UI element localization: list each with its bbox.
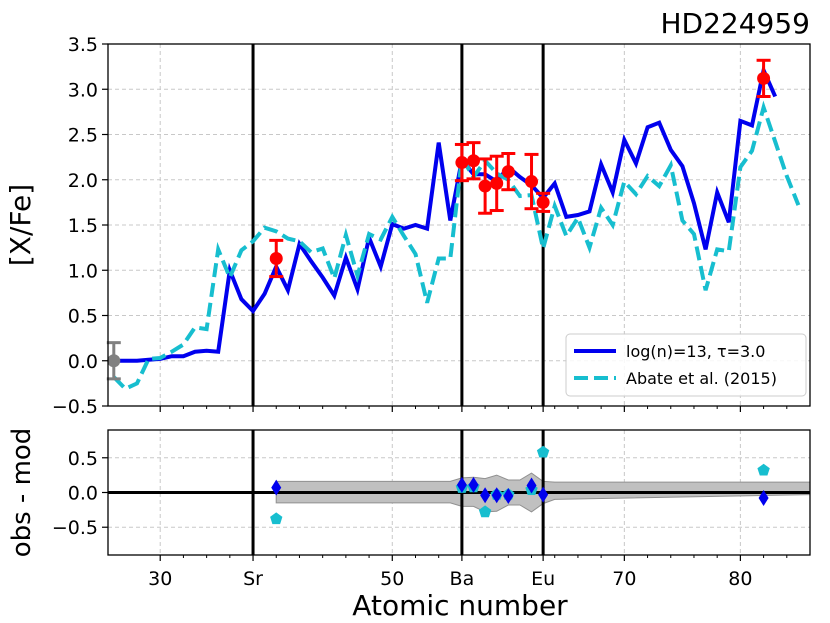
model-residual-marker bbox=[271, 479, 282, 496]
abate-residual-marker bbox=[270, 512, 283, 525]
top-y-tick-label: 2.0 bbox=[68, 170, 98, 192]
x-tick-label: Sr bbox=[243, 568, 263, 590]
model-residual-marker bbox=[758, 490, 769, 507]
top-observations bbox=[106, 58, 771, 381]
x-tick-label: 80 bbox=[728, 568, 752, 590]
bottom-x-ticks: 30 Sr 50 Ba Eu 70 80 bbox=[148, 555, 788, 590]
top-y-tick-label: 2.5 bbox=[68, 125, 98, 147]
top-y-tick-label: 0.0 bbox=[68, 351, 98, 373]
observation-point bbox=[269, 238, 284, 279]
top-vertical-lines bbox=[251, 44, 545, 406]
top-y-tick-label: 0.5 bbox=[68, 306, 98, 328]
observation-marker bbox=[455, 156, 469, 170]
top-y-tick-label: 3.5 bbox=[68, 34, 98, 56]
observation-marker bbox=[501, 165, 515, 179]
model-residual-marker bbox=[526, 477, 537, 494]
x-tick-label: 50 bbox=[380, 568, 404, 590]
model-residual-marker bbox=[491, 487, 502, 504]
legend-model-label: log(n)=13, τ=3.0 bbox=[626, 342, 765, 361]
observation-point bbox=[524, 152, 539, 211]
bottom-y-ticks: −0.5 0.0 0.5 bbox=[52, 448, 108, 539]
legend: log(n)=13, τ=3.0 Abate et al. (2015) bbox=[565, 333, 807, 397]
observation-marker bbox=[269, 251, 283, 265]
observation-point bbox=[478, 157, 493, 215]
observation-point bbox=[536, 191, 551, 213]
top-y-tick-label: 3.0 bbox=[68, 79, 98, 101]
observation-marker bbox=[757, 71, 771, 85]
x-tick-label: Eu bbox=[531, 568, 555, 590]
bottom-y-axis-label: obs - mod bbox=[7, 428, 37, 558]
x-tick-label: 30 bbox=[148, 568, 172, 590]
observation-point bbox=[756, 58, 771, 98]
model-residual-marker bbox=[503, 487, 514, 504]
abate-line bbox=[112, 100, 801, 392]
observation-point bbox=[454, 142, 469, 183]
bottom-y-tick-label: 0.5 bbox=[68, 448, 98, 470]
abate-residual-marker bbox=[536, 445, 550, 458]
x-tick-label: 70 bbox=[612, 568, 636, 590]
model-residual-marker bbox=[468, 476, 479, 493]
x-axis-label: Atomic number bbox=[352, 589, 568, 622]
legend-box bbox=[565, 333, 807, 397]
residual-points bbox=[270, 445, 770, 525]
observation-marker bbox=[467, 154, 481, 168]
observation-marker bbox=[536, 195, 550, 209]
observation-point bbox=[489, 154, 504, 213]
observation-point bbox=[501, 152, 516, 192]
top-panel: −0.5 0.0 0.5 1.0 1.5 2.0 2.5 3.0 3.5 [X/Fe] log(… bbox=[4, 34, 811, 418]
top-y-tick-label: −0.5 bbox=[52, 396, 98, 418]
bottom-y-tick-label: −0.5 bbox=[52, 517, 98, 539]
model-residual-marker bbox=[538, 486, 549, 503]
model-residual-marker bbox=[456, 476, 467, 493]
legend-abate-label: Abate et al. (2015) bbox=[626, 369, 777, 388]
observation-marker bbox=[525, 175, 539, 189]
observation-marker bbox=[478, 179, 492, 193]
top-series bbox=[112, 63, 801, 392]
top-y-axis-label: [X/Fe] bbox=[4, 184, 37, 266]
bottom-y-tick-label: 0.0 bbox=[68, 483, 98, 505]
top-y-tick-label: 1.5 bbox=[68, 215, 98, 237]
top-y-tick-label: 1.0 bbox=[68, 260, 98, 282]
observation-marker bbox=[107, 354, 121, 368]
abate-residual-marker bbox=[478, 505, 492, 518]
observation-point bbox=[466, 141, 481, 181]
observation-marker bbox=[490, 176, 504, 190]
model-residual-marker bbox=[480, 487, 491, 504]
bottom-panel: −0.5 0.0 0.5 30 Sr 50 Ba Eu 70 80 obs - mod bbox=[7, 428, 811, 590]
chart-title: HD224959 bbox=[660, 7, 810, 40]
reference-point bbox=[106, 341, 121, 381]
top-x-ticks bbox=[159, 406, 788, 412]
model-line bbox=[113, 63, 778, 363]
x-tick-label: Ba bbox=[450, 568, 475, 590]
abate-residual-marker bbox=[757, 463, 770, 476]
top-y-ticks: −0.5 0.0 0.5 1.0 1.5 2.0 2.5 3.0 3.5 bbox=[52, 34, 108, 418]
